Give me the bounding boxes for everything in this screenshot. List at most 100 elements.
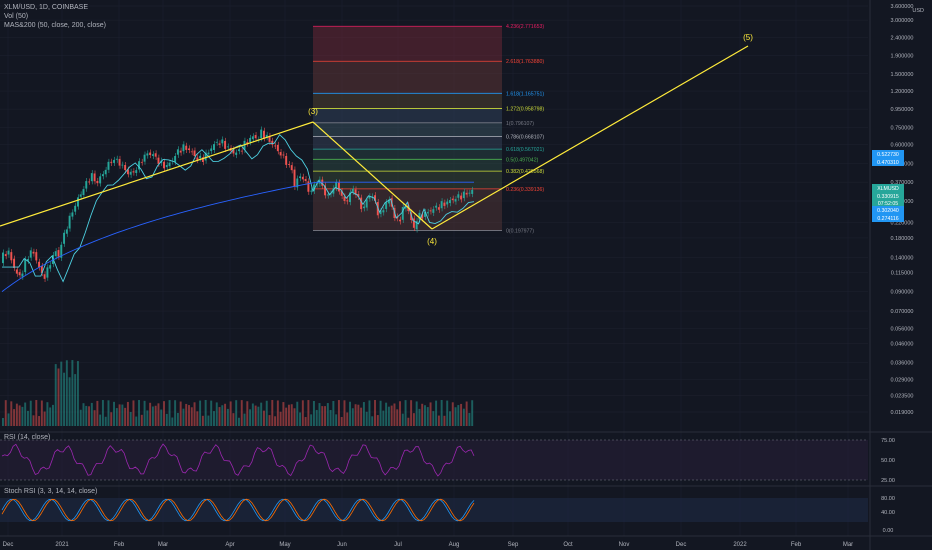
volume-bar: [385, 402, 388, 426]
candle: [101, 174, 104, 177]
price-tick-label: 1.900000: [891, 53, 914, 59]
price-tick-label: 0.023500: [891, 394, 914, 400]
volume-bar: [35, 400, 38, 426]
candle: [360, 197, 363, 210]
time-tick-label: Aug: [449, 542, 460, 548]
volume-bar: [201, 415, 204, 426]
candle: [13, 258, 16, 268]
candle: [457, 194, 460, 198]
fib-band: [313, 149, 502, 160]
candle: [196, 157, 199, 160]
volume-bar: [199, 400, 202, 426]
candle: [262, 130, 265, 139]
candle: [415, 221, 418, 230]
candle: [293, 169, 296, 187]
volume-bar: [40, 400, 43, 426]
candle: [232, 149, 235, 154]
volume-bar: [51, 404, 54, 426]
candle: [76, 197, 79, 207]
volume-bar: [26, 410, 29, 426]
candle: [74, 205, 77, 212]
volume-bar: [82, 403, 85, 426]
volume-bar: [421, 403, 424, 426]
price-tick-label: 0.019000: [891, 410, 914, 416]
candle: [321, 179, 324, 186]
volume-bar: [140, 414, 143, 426]
price-tick-label: 0.600000: [891, 143, 914, 149]
volume-legend[interactable]: Vol (50): [4, 13, 29, 20]
rsi-legend[interactable]: RSI (14, close): [4, 434, 51, 441]
time-tick-label: Mar: [843, 542, 853, 548]
candle: [301, 176, 304, 180]
ma-legend[interactable]: MAS&200 (50, close, 200, close): [4, 22, 106, 29]
volume-bar: [368, 400, 371, 426]
volume-bar: [18, 405, 21, 426]
candle: [104, 169, 107, 175]
candle: [432, 209, 435, 213]
fib-level-label: 1.618(1.165751): [506, 91, 544, 97]
candle: [224, 140, 227, 149]
candle: [146, 153, 149, 156]
candle: [312, 184, 315, 191]
volume-bar: [365, 411, 368, 426]
volume-bar: [176, 412, 179, 426]
volume-bar: [79, 409, 82, 426]
fib-band: [313, 122, 502, 137]
wave-drawings[interactable]: (3) (4) (5): [0, 33, 753, 246]
volume-bar: [24, 402, 27, 426]
price-tick-label: 0.750000: [891, 125, 914, 131]
candle: [249, 137, 252, 143]
candle: [174, 155, 177, 162]
candle: [199, 155, 202, 159]
candle: [399, 219, 401, 222]
candle: [190, 151, 193, 153]
candle: [96, 180, 99, 184]
candle: [193, 150, 196, 157]
time-tick-label: Nov: [619, 542, 630, 548]
volume-bars: [2, 360, 474, 426]
time-tick-label: Apr: [225, 542, 234, 548]
volume-bar: [57, 368, 60, 426]
volume-bar: [451, 402, 454, 426]
candle: [268, 135, 271, 142]
candle: [138, 161, 140, 170]
candle: [168, 162, 171, 167]
volume-bar: [168, 400, 171, 426]
candle: [188, 148, 190, 150]
wave-label: (3): [308, 107, 318, 116]
candle: [29, 250, 32, 258]
rsi-tick-label: 50.00: [881, 458, 895, 464]
volume-bar: [424, 405, 426, 426]
symbol-title[interactable]: XLM/USD, 1D, COINBASE: [4, 4, 89, 11]
volume-bar: [404, 400, 407, 426]
volume-bar: [179, 401, 182, 426]
volume-bar: [210, 400, 213, 426]
price-label: 07:52:05: [878, 201, 898, 207]
fib-band: [313, 159, 502, 172]
time-tick-label: Jun: [337, 542, 347, 548]
candle: [349, 192, 352, 203]
rsi-band: [0, 440, 868, 480]
volume-bar: [446, 400, 449, 426]
candle: [213, 144, 215, 151]
volume-bar: [113, 401, 116, 426]
price-label-box: [872, 199, 904, 207]
candle: [285, 155, 288, 165]
price-tick-label: 0.370000: [891, 180, 914, 186]
volume-bar: [268, 415, 271, 426]
volume-bar: [129, 412, 132, 426]
fib-level-label: 2.618(1.763880): [506, 59, 544, 65]
candle: [157, 157, 160, 164]
volume-bar: [396, 409, 399, 426]
price-tick-label: 0.220000: [891, 220, 914, 226]
volume-bar: [10, 401, 13, 426]
stoch-legend[interactable]: Stoch RSI (3, 3, 14, 14, close): [4, 488, 98, 495]
volume-bar: [282, 402, 285, 426]
candle: [7, 250, 10, 255]
price-tick-label: 0.950000: [891, 107, 914, 113]
volume-bar: [426, 407, 429, 426]
candle: [90, 173, 93, 182]
candle: [24, 259, 27, 273]
volume-bar: [213, 411, 215, 426]
